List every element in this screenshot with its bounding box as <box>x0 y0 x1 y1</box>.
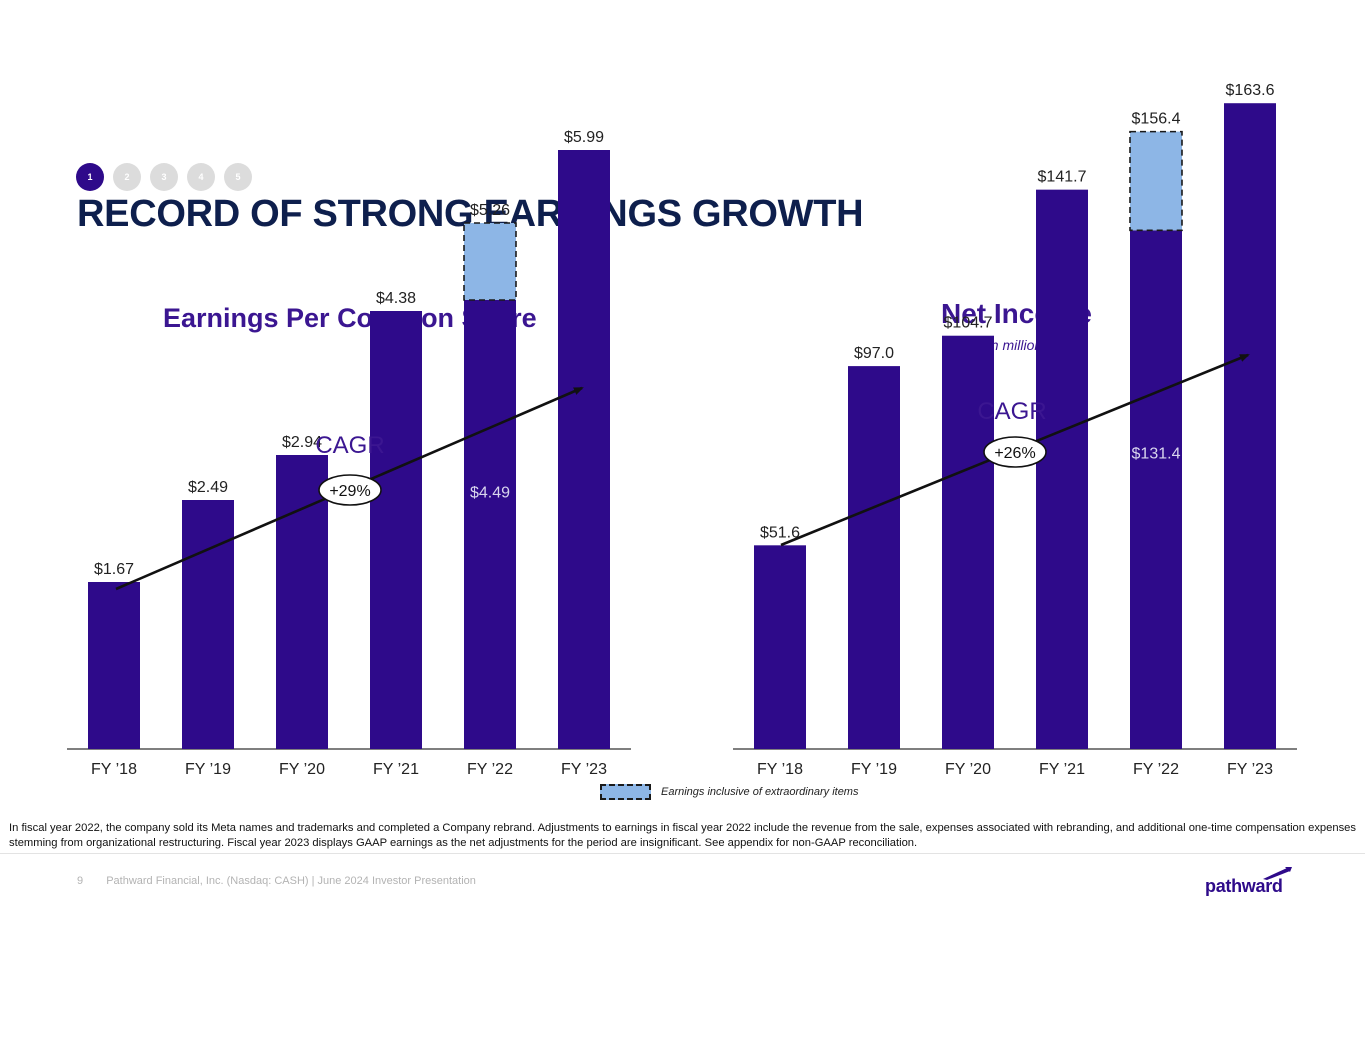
eps-bar-3 <box>370 311 422 749</box>
ni-bar-0 <box>754 545 806 749</box>
eps-category-label-4: FY ’22 <box>467 761 513 778</box>
step-3[interactable]: 3 <box>150 163 178 191</box>
legend-swatch-extraordinary <box>600 784 651 800</box>
ni-bar-3 <box>1036 189 1088 749</box>
logo-text: pathward <box>1205 876 1283 896</box>
ni-bar-1 <box>848 366 900 749</box>
page-number: 9 <box>77 875 84 887</box>
ni-inner-label-4: $131.4 <box>1132 446 1181 463</box>
legend-label: Earnings inclusive of extraordinary item… <box>661 786 859 798</box>
eps-bar-2 <box>276 455 328 749</box>
ni-bar-2 <box>942 335 994 749</box>
eps-bar-extraordinary-4 <box>463 222 517 301</box>
ni-category-label-0: FY ’18 <box>757 761 803 778</box>
ni-cagr-label: CAGR <box>977 398 1046 425</box>
ni-bar-extraordinary-4 <box>1129 130 1183 232</box>
step-5[interactable]: 5 <box>224 163 252 191</box>
eps-category-label-5: FY ’23 <box>561 761 607 778</box>
eps-category-label-2: FY ’20 <box>279 761 325 778</box>
ni-value-label-2: $104.7 <box>944 315 993 332</box>
eps-bar-0 <box>88 582 140 749</box>
footer-text: Pathward Financial, Inc. (Nasdaq: CASH) … <box>106 875 476 887</box>
step-1[interactable]: 1 <box>76 163 104 191</box>
footnote: In fiscal year 2022, the company sold it… <box>9 822 1357 849</box>
eps-value-label-1: $2.49 <box>188 479 228 496</box>
eps-cagr-value: +29% <box>329 483 370 500</box>
ni-category-label-3: FY ’21 <box>1039 761 1085 778</box>
ni-value-label-4: $156.4 <box>1132 111 1181 128</box>
ni-value-label-1: $97.0 <box>854 345 894 362</box>
ni-value-label-5: $163.6 <box>1226 82 1275 99</box>
ni-bar-5 <box>1224 103 1276 750</box>
eps-value-label-2: $2.94 <box>282 434 322 451</box>
eps-bar-4 <box>464 300 516 749</box>
eps-inner-label-4: $4.49 <box>470 485 510 502</box>
eps-bar-5 <box>558 150 610 749</box>
ni-category-label-5: FY ’23 <box>1227 761 1273 778</box>
ni-cagr-pill <box>983 436 1047 468</box>
eps-cagr-pill <box>318 474 382 506</box>
ni-category-label-2: FY ’20 <box>945 761 991 778</box>
footer: 9 Pathward Financial, Inc. (Nasdaq: CASH… <box>77 875 476 887</box>
eps-category-label-1: FY ’19 <box>185 761 231 778</box>
earnings-charts: $1.67 FY ’18 $2.49 FY ’19 $2.94 FY ’20 $4.38 FY… <box>67 82 1297 778</box>
ni-category-label-1: FY ’19 <box>851 761 897 778</box>
net-income-subtitle: $ in millions <box>976 337 1050 353</box>
footer-divider <box>0 853 1365 854</box>
chart-legend: Earnings inclusive of extraordinary item… <box>600 784 858 800</box>
step-2[interactable]: 2 <box>113 163 141 191</box>
ni-value-label-0: $51.6 <box>760 524 800 541</box>
eps-category-label-3: FY ’21 <box>373 761 419 778</box>
eps-value-label-5: $5.99 <box>564 129 604 146</box>
ni-cagr-value: +26% <box>994 445 1035 462</box>
eps-bar-1 <box>182 500 234 749</box>
eps-value-label-4: $5.26 <box>470 202 510 219</box>
eps-value-label-0: $1.67 <box>94 561 134 578</box>
step-indicator: 1 2 3 4 5 <box>76 163 252 191</box>
eps-value-label-3: $4.38 <box>376 290 416 307</box>
logo-mark-icon <box>1263 867 1292 880</box>
ni-value-label-3: $141.7 <box>1038 169 1087 186</box>
eps-cagr-label: CAGR <box>315 432 384 459</box>
ni-bar-4 <box>1130 230 1182 749</box>
ni-category-label-4: FY ’22 <box>1133 761 1179 778</box>
step-4[interactable]: 4 <box>187 163 215 191</box>
eps-category-label-0: FY ’18 <box>91 761 137 778</box>
